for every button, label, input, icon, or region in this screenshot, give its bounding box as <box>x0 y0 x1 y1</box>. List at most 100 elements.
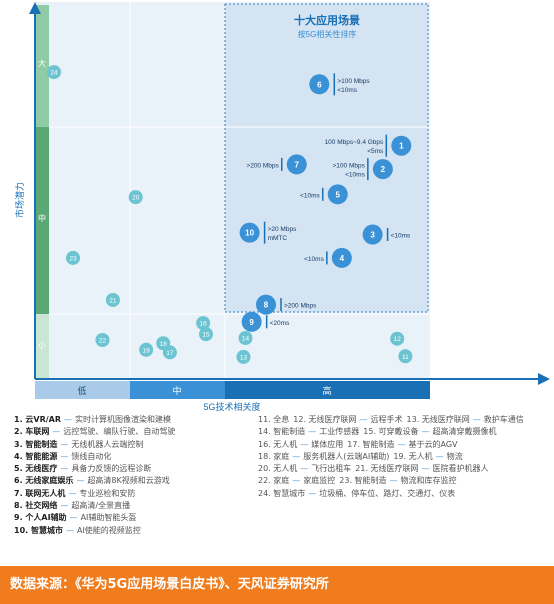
legend-item-name: 13. 无线医疗联网 <box>406 415 470 424</box>
bubble-note: <10ms <box>345 172 365 179</box>
legend-item: 3. 智能制造 — 无线机器人云端控制 <box>14 439 175 451</box>
dash-separator: — <box>292 476 301 486</box>
legend-item: 6. 无线家庭娱乐 — 超高清8K视频和云游戏 <box>14 475 175 487</box>
dash-separator: — <box>397 439 406 449</box>
legend-item: 7. 联网无人机 — 专业巡检和安防 <box>14 488 175 500</box>
bubble-label: 24 <box>50 70 58 77</box>
x-category-label: 高 <box>322 385 331 396</box>
dash-separator: — <box>60 501 69 511</box>
bubble-scenario-20 <box>128 190 143 205</box>
bubble-scenario-4 <box>331 247 352 268</box>
dash-separator: — <box>472 415 481 424</box>
scenario-chart: 低中高小中大5G技术相关度市场潜力 1112131415161718192021… <box>14 2 550 412</box>
legend-item-name: 2. 车联网 <box>14 427 50 437</box>
bubble-label: 4 <box>340 254 345 263</box>
bubble-scenario-2 <box>372 159 393 180</box>
legend-item: 9. 个人AI辅助 — AI辅助智能头盔 <box>14 512 175 524</box>
dash-separator: — <box>69 513 78 523</box>
x-axis-title: 5G技术相关度 <box>203 401 260 412</box>
bubble-label: 22 <box>99 338 107 345</box>
bubble-label: 20 <box>132 195 140 202</box>
legend-item-name: 19. 无人机 <box>393 451 433 461</box>
legend-item: 2. 车联网 — 远控驾驶、编队行驶、自动驾驶 <box>14 426 175 438</box>
bubble-scenario-14 <box>238 331 253 346</box>
legend-item-desc: 飞行出租车 <box>311 464 352 474</box>
dash-separator: — <box>389 476 398 486</box>
legend-item-desc: 医院看护机器人 <box>432 464 489 474</box>
legend-item-desc: 远控驾驶、编队行驶、自动驾驶 <box>63 427 176 437</box>
legend-item-name: 9. 个人AI辅助 <box>14 513 67 523</box>
bubble-label: 8 <box>264 301 269 310</box>
bubble-scenario-10 <box>239 222 260 243</box>
legend-item-desc: 超高清/全景直播 <box>71 501 131 511</box>
bubble-scenario-22 <box>95 333 110 347</box>
bubble-note: <10ms <box>304 256 324 263</box>
legend-item-name: 1. 云VR/AR <box>14 415 62 424</box>
bubble-note: mMTC <box>268 235 288 242</box>
legend-row: 11. 全息 12. 无线医疗联网 — 远程手术 13. 无线医疗联网 — 救护车通信 <box>258 414 524 426</box>
dash-separator: — <box>421 427 430 437</box>
bubble-note: >20 Mbps <box>268 226 297 233</box>
legend-item-name: 21. 无线医疗联网 <box>355 464 419 474</box>
y-band-medium <box>35 127 49 314</box>
bubble-label: 10 <box>245 229 254 238</box>
y-band-small <box>35 314 49 379</box>
dash-separator: — <box>359 415 368 424</box>
bubble-scenario-18 <box>156 336 171 351</box>
legend-item-name: 3. 智能制造 <box>14 439 58 449</box>
bubble-note: >200 Mbps <box>284 303 317 310</box>
x-band-mid <box>130 381 225 399</box>
bubble-label: 15 <box>202 332 210 339</box>
legend-item-desc: 服务机器人(云端AI辅助) <box>303 451 390 461</box>
legend-row: 14. 智能制造 — 工业传感器 15. 可穿戴设备 — 超高清穿戴摄像机 <box>258 426 524 438</box>
dash-separator: — <box>76 476 85 486</box>
dash-separator: — <box>421 464 430 474</box>
legend-item-name: 7. 联网无人机 <box>14 488 66 498</box>
bubble-note: <10ms <box>337 87 357 94</box>
legend-item-name: 6. 无线家庭娱乐 <box>14 476 74 486</box>
bubble-scenario-11 <box>398 349 413 364</box>
bubble-scenario-21 <box>105 292 120 307</box>
legend-item-desc: 专业巡检和安防 <box>79 488 136 498</box>
legend-row: 24. 智慧城市 — 垃圾桶、停车位、路灯、交通灯、仪表 <box>258 488 524 500</box>
x-category-label: 低 <box>77 385 86 396</box>
legend-item-desc: 超高清穿戴摄像机 <box>432 427 497 437</box>
legend-item-desc: 实时计算机图像渲染和建模 <box>75 415 172 424</box>
legend-item-desc: 超高清8K视频和云游戏 <box>87 476 170 486</box>
bubble-note: <20ms <box>270 320 290 327</box>
bubble-label: 1 <box>399 142 404 151</box>
x-band-high <box>225 381 430 399</box>
legend-item-desc: 物流 <box>446 451 463 461</box>
legend-item-desc: 无线机器人云端控制 <box>71 439 144 449</box>
bubble-scenario-19 <box>139 342 154 357</box>
dash-separator: — <box>308 488 317 498</box>
x-band-low <box>35 381 130 399</box>
legend-item-name: 12. 无线医疗联网 <box>293 415 357 424</box>
legend-item-desc: 物流和库存监控 <box>400 476 457 486</box>
bubble-scenario-16 <box>196 316 211 331</box>
bubble-note: <10ms <box>391 233 411 240</box>
legend-item-name: 8. 社交网络 <box>14 501 58 511</box>
bubble-label: 12 <box>394 336 402 343</box>
legend-item-name: 24. 智慧城市 <box>258 488 306 498</box>
dash-separator: — <box>60 451 69 461</box>
dash-separator: — <box>300 439 309 449</box>
bubble-scenario-8 <box>256 294 276 315</box>
legend-item-name: 20. 无人机 <box>258 464 298 474</box>
y-band-large <box>35 5 49 127</box>
legend-item-name: 11. 全息 <box>258 415 290 424</box>
legend-item-desc: AI使能的视频监控 <box>76 525 141 535</box>
legend-item-desc: 具备力反馈的远程诊断 <box>71 464 152 474</box>
legend-item-name: 14. 智能制造 <box>258 427 306 437</box>
legend-item: 10. 智慧城市 — AI使能的视频监控 <box>14 525 175 537</box>
legend-item-desc: 家庭监控 <box>303 476 336 486</box>
legend-item-name: 16. 无人机 <box>258 439 298 449</box>
y-category-label: 中 <box>38 213 46 223</box>
legend-row: 22. 家庭 — 家庭监控 23. 智能制造 — 物流和库存监控 <box>258 475 524 487</box>
bubble-label: 13 <box>240 354 248 361</box>
source-footer: 数据来源：《华为5G应用场景白皮书》、天风证券研究所 <box>0 566 554 604</box>
dash-separator: — <box>292 451 301 461</box>
bubble-label: 7 <box>295 160 300 169</box>
legend-item-name: 10. 智慧城市 <box>14 525 63 535</box>
dash-separator: — <box>60 464 69 474</box>
